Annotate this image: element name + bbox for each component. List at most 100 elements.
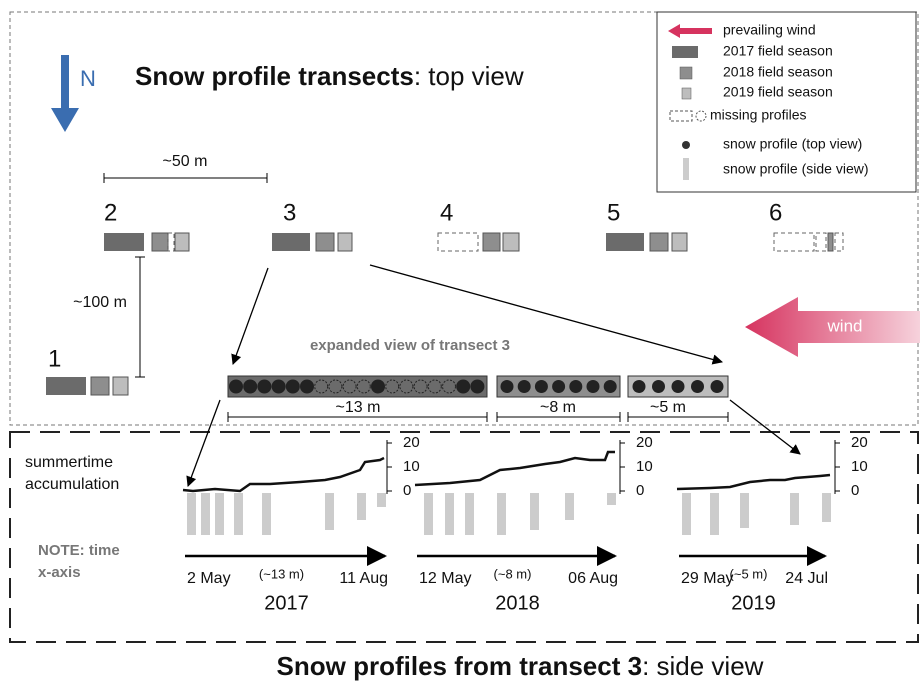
ylabel: summertime [25,454,113,471]
pointer [231,267,269,365]
side-profile [740,493,749,528]
footer-bold: Snow profiles from transect 3 [277,651,643,681]
end-date: 24 Jul [785,570,828,587]
side-profile [187,493,196,535]
transect-boxes [46,232,844,396]
side-profile [465,493,474,535]
tick-label: 10 [403,458,420,475]
transect-box [815,232,827,252]
transect-box [46,377,86,395]
legend-text: 2019 field season [723,84,833,100]
legend-2018 [679,66,693,80]
north-label: N [80,66,96,91]
legend-missing-circle [695,110,707,122]
legend-side-profile [683,158,689,180]
span: (~5 m) [730,566,768,581]
side-profile [682,493,691,535]
span: (~8 m) [494,566,532,581]
transect-box [649,232,669,252]
profile-dot [517,380,531,393]
start-date: 2 May [187,570,231,587]
side-profile [325,493,334,530]
pointer-arrows [186,264,801,487]
start-date: 29 May [681,570,733,587]
transect-label: 1 [48,345,61,372]
north-arrow [51,55,79,132]
transect-box [337,232,353,252]
profile-dot [243,379,258,394]
transect-box [167,232,175,252]
pointer [369,264,724,365]
side-profile [497,493,506,535]
footer: Snow profiles from transect 3: side view [277,651,764,681]
year: 2018 [495,592,540,614]
transect-label: 3 [283,199,296,226]
legend-top-profile [682,141,690,149]
profile-dot [586,380,600,393]
transect-box [827,232,834,252]
side-profile [710,493,719,535]
length-label: ~5 m [650,399,686,416]
tick-label: 20 [851,434,868,451]
side-profile [234,493,243,535]
scale-label: ~50 m [163,153,208,170]
side-profile [445,493,454,535]
transect-box [272,233,310,251]
profile-dot [470,379,485,394]
side-profile [822,493,831,522]
note: x-axis [38,564,81,581]
profile-dot [710,380,724,393]
transect-box [437,232,479,252]
profile-dot [285,379,300,394]
profile-dot [300,379,314,394]
legend-text: snow profile (side view) [723,161,869,177]
bottom-frame [9,431,919,643]
legend-2017 [672,46,698,58]
legend-text: missing profiles [710,107,806,123]
accumulation-line [414,450,615,487]
transect-box [834,232,844,252]
profile-dot [442,379,456,394]
profile-dot [314,379,329,394]
profile-dot [427,379,442,394]
profile-dot [342,379,357,394]
transect-box [671,232,688,252]
profile-dot [328,379,343,394]
profile-dot [229,379,243,394]
profile-dot [603,380,617,393]
side-profile [262,493,271,535]
accumulation-line [182,456,385,493]
side-profile [215,493,224,535]
tick-label: 10 [636,458,653,475]
side-profile [201,493,210,535]
legend-wind-icon [668,24,712,38]
profile-dot [356,379,371,394]
profile-dot [271,379,286,394]
legend-text: 2017 field season [723,43,833,59]
profile-dot [671,380,685,393]
expanded-title: expanded view of transect 3 [310,337,510,354]
profile-dot [371,379,385,394]
pointer [729,399,801,455]
pointer [186,399,221,487]
note: NOTE: time [38,542,120,559]
profile-dot [385,379,400,394]
tick-label: 20 [636,434,653,451]
start-date: 12 May [419,570,471,587]
year: 2017 [264,592,309,614]
profile-dot [632,380,646,393]
title: Snow profile transects: top view [135,61,524,91]
profile-dot [552,380,566,393]
ylabel: accumulation [25,476,119,493]
transect-box [315,232,335,252]
side-profile [565,493,574,520]
profile-dots [229,379,724,394]
profile-dot [257,379,272,394]
length-label: ~8 m [540,399,576,416]
title-bold: Snow profile transects [135,61,414,91]
legend-text: 2018 field season [723,64,833,80]
transect-label: 5 [607,199,620,226]
tick-label: 10 [851,458,868,475]
